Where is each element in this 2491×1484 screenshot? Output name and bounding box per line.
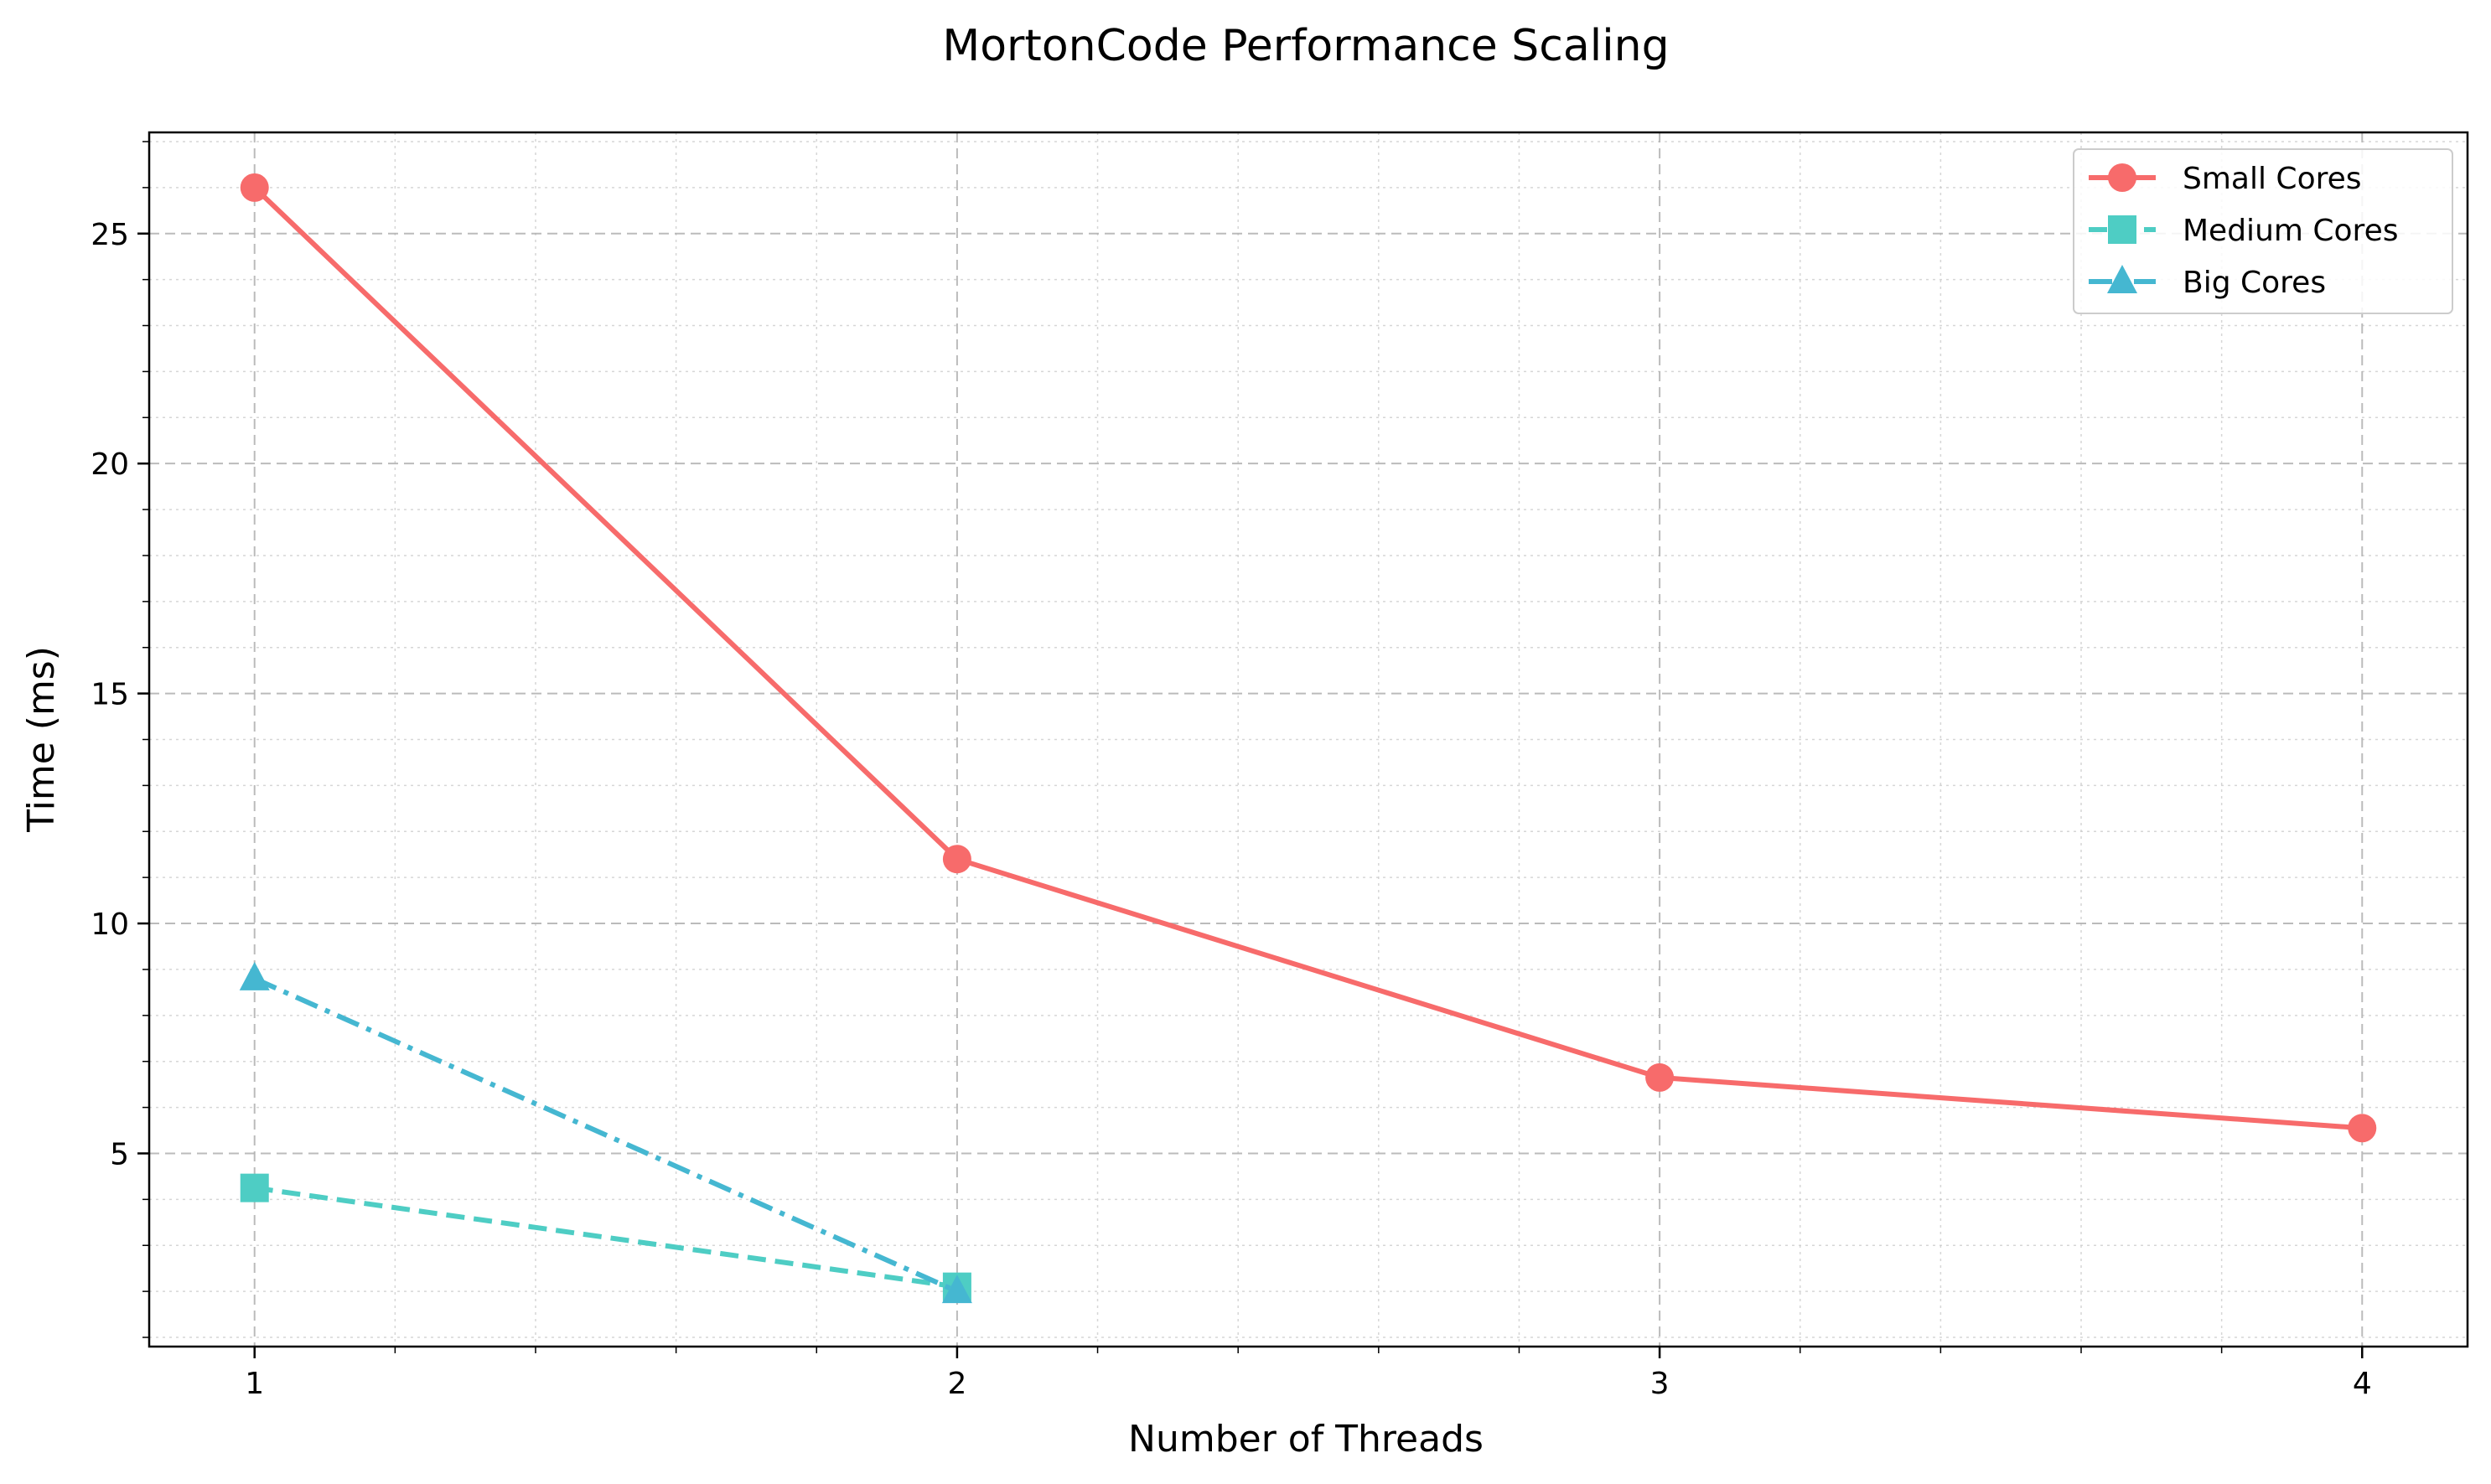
data-point-small-cores	[1645, 1063, 1675, 1092]
y-axis-label: Time (ms)	[20, 646, 63, 833]
legend-entry-small-cores: Small Cores	[2089, 162, 2362, 196]
data-point-medium-cores	[240, 1173, 269, 1202]
y-tick-label: 10	[91, 907, 129, 942]
y-tick-label: 25	[91, 218, 129, 252]
y-tick-label: 15	[91, 678, 129, 712]
legend-label-medium-cores: Medium Cores	[2183, 214, 2398, 248]
data-point-big-cores	[239, 961, 270, 990]
x-tick-label: 1	[245, 1367, 264, 1401]
y-tick-label: 5	[110, 1137, 129, 1171]
legend-label-big-cores: Big Cores	[2183, 266, 2326, 300]
x-axis-label: Number of Threads	[1128, 1418, 1484, 1461]
data-point-small-cores	[2348, 1114, 2377, 1143]
legend: Small Cores Medium Cores Big Cores	[2073, 148, 2453, 314]
series-line-medium-cores	[254, 1185, 958, 1290]
plot-frame	[148, 131, 2469, 1348]
legend-marker-small-cores	[2108, 163, 2136, 192]
series-small-cores	[240, 173, 2377, 1143]
y-tick-label: 20	[91, 447, 129, 482]
legend-marker-big-cores	[2107, 265, 2137, 293]
data-point-small-cores	[240, 173, 269, 202]
x-tick-label: 2	[947, 1367, 966, 1401]
series-line-big-cores	[253, 976, 959, 1294]
legend-entry-medium-cores: Medium Cores	[2089, 214, 2398, 248]
major-grid	[149, 132, 2468, 1347]
legend-label-small-cores: Small Cores	[2183, 162, 2362, 196]
series-medium-cores	[240, 1173, 971, 1301]
series-big-cores	[239, 961, 972, 1304]
legend-marker-medium-cores	[2108, 215, 2136, 244]
x-tick-label: 3	[1650, 1367, 1670, 1401]
x-tick-label: 4	[2353, 1367, 2372, 1401]
legend-box	[2073, 148, 2453, 314]
data-point-small-cores	[942, 845, 971, 874]
minor-grid	[149, 132, 2468, 1347]
legend-entry-big-cores: Big Cores	[2089, 265, 2326, 300]
axis-ticks: 1 2 3 4 5 10 15 20 25	[91, 141, 2372, 1401]
data-point-big-cores	[941, 1275, 972, 1304]
series-layer	[239, 173, 2377, 1304]
chart-title: MortonCode Performance Scaling	[942, 21, 1669, 71]
series-line-small-cores	[252, 185, 2363, 1131]
